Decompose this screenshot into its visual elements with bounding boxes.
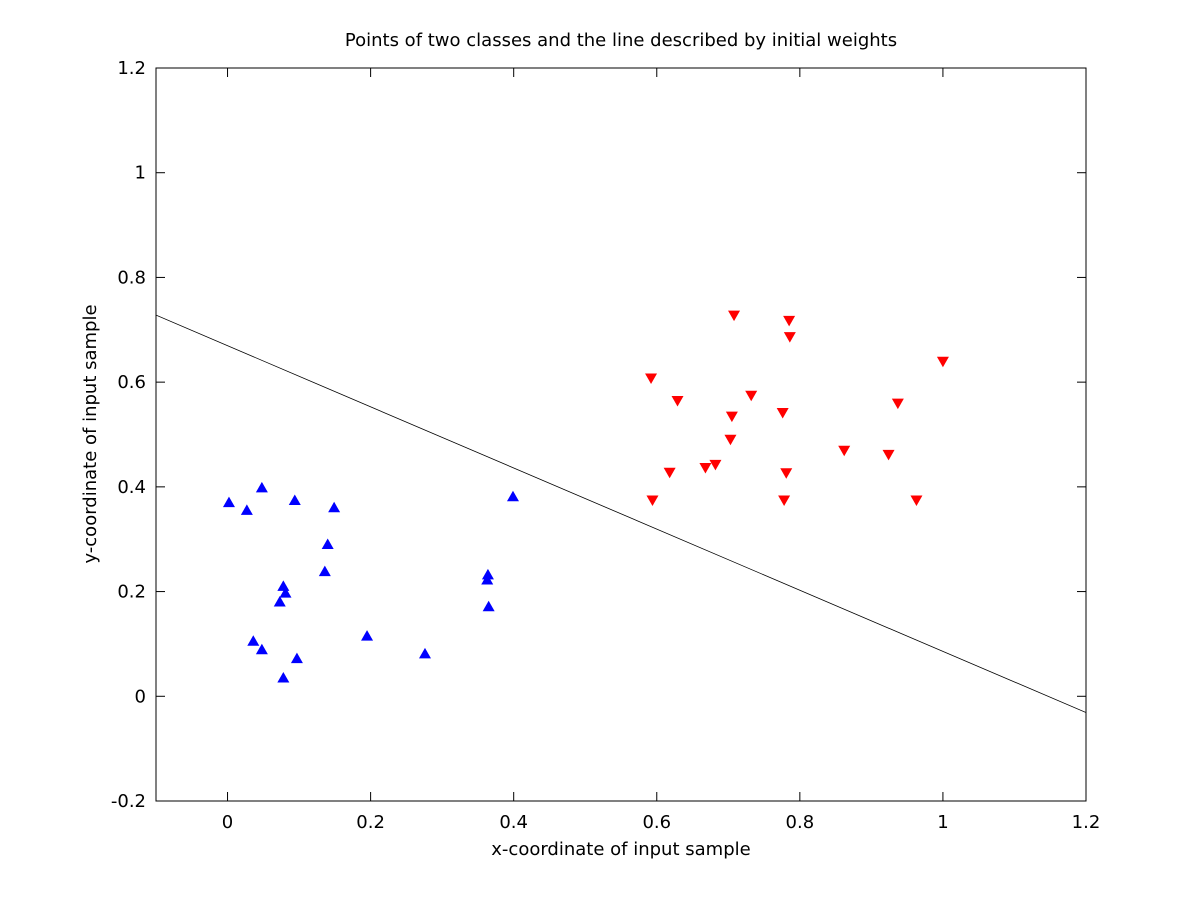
blue-class-point	[506, 490, 519, 502]
decision-line	[156, 314, 1086, 713]
blue-class-point	[290, 652, 303, 664]
chart-title: Points of two classes and the line descr…	[345, 30, 897, 51]
red-class-point	[646, 495, 659, 506]
x-axis-label: x-coordinate of input sample	[491, 839, 750, 860]
y-tick-label: 1.2	[117, 58, 146, 79]
y-tick-label: 0.6	[117, 372, 146, 393]
y-tick-label: 0	[135, 686, 146, 707]
blue-class-point	[222, 496, 235, 508]
x-tick-label: 1	[937, 812, 948, 833]
blue-class-point	[247, 635, 260, 646]
red-class-point	[891, 398, 904, 410]
red-class-point	[728, 310, 741, 322]
blue-class-point	[288, 494, 301, 505]
y-tick-label: 0.8	[117, 267, 146, 288]
blue-class-point	[321, 538, 334, 549]
blue-class-point	[240, 504, 253, 515]
red-class-point	[645, 373, 658, 384]
x-tick-label: 0	[222, 812, 233, 833]
x-tick-label: 0.8	[786, 812, 815, 833]
y-tick-label: 1	[135, 163, 146, 184]
x-tick-label: 1.2	[1072, 812, 1101, 833]
y-axis-label: y-coordinate of input sample	[80, 304, 101, 563]
x-tick-label: 0.4	[499, 812, 528, 833]
red-class-point	[724, 434, 737, 446]
blue-class-point	[481, 568, 494, 580]
blue-class-point	[318, 565, 331, 577]
red-class-point	[783, 332, 796, 343]
red-class-point	[663, 467, 676, 479]
blue-class-point	[482, 600, 495, 612]
red-class-point	[699, 462, 712, 474]
y-tick-label: -0.2	[111, 791, 146, 812]
red-class-point	[709, 459, 722, 471]
y-tick-label: 0.4	[117, 477, 146, 498]
plot-area: 0 0.2 0.4 0.6 0.8 1 1.2 -0.2 0 0.2 0.4 0.6 0.8 1 1.2	[111, 58, 1100, 833]
red-class-point	[936, 356, 949, 368]
blue-class-point	[418, 647, 431, 659]
x-tick-label: 0.6	[642, 812, 671, 833]
blue-class-point	[481, 574, 494, 585]
red-class-point	[910, 495, 923, 506]
blue-class-point	[361, 630, 374, 641]
blue-class-point	[279, 587, 292, 598]
y-tick-label: 0.2	[117, 582, 146, 603]
blue-class-point	[328, 501, 341, 513]
blue-class-point	[273, 596, 286, 607]
blue-class-point	[277, 671, 290, 683]
x-tick-label: 0.2	[356, 812, 385, 833]
plot-frame	[155, 67, 1087, 802]
blue-class-point	[255, 643, 268, 655]
red-class-point	[725, 411, 738, 423]
blue-class-point	[277, 580, 290, 591]
blue-class-point	[255, 481, 268, 493]
red-class-point	[671, 395, 684, 407]
red-class-point	[745, 390, 758, 402]
red-class-point	[783, 315, 796, 327]
red-class-point	[780, 468, 793, 479]
red-class-point	[776, 408, 789, 419]
red-class-point	[838, 445, 851, 457]
red-class-point	[882, 449, 895, 461]
red-class-point	[778, 495, 791, 506]
